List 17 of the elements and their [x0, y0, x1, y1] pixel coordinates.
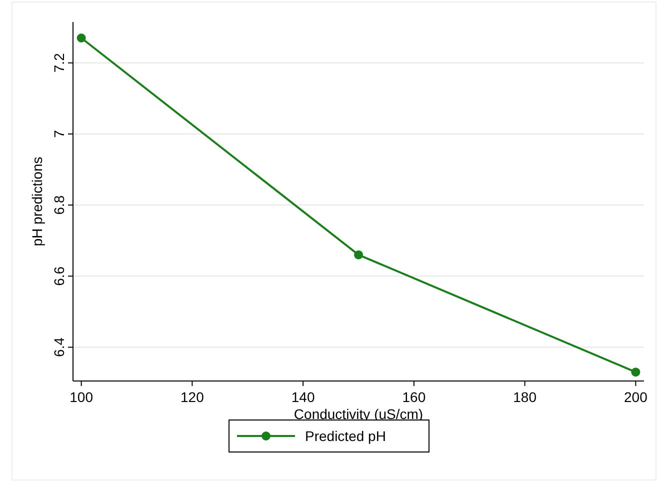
x-axis-title: Conductivity (uS/cm)	[294, 406, 424, 422]
x-tick-label: 120	[180, 389, 204, 405]
legend-label: Predicted pH	[305, 428, 386, 444]
x-tick-label: 100	[70, 389, 94, 405]
x-tick-label: 160	[402, 389, 426, 405]
y-tick-label: 6.8	[51, 195, 67, 215]
point	[354, 250, 363, 260]
y-tick-label: 6.4	[51, 337, 67, 357]
point	[631, 368, 640, 377]
point	[76, 33, 86, 42]
y-tick-label: 7.2	[51, 52, 67, 73]
y-tick-label: 6.6	[51, 266, 67, 286]
y-axis-title: pH predictions	[29, 156, 45, 246]
x-tick-label: 140	[291, 389, 315, 405]
y-tick-label: 7	[51, 130, 67, 138]
x-tick-label: 200	[624, 389, 648, 405]
x-tick-label: 180	[513, 389, 537, 405]
